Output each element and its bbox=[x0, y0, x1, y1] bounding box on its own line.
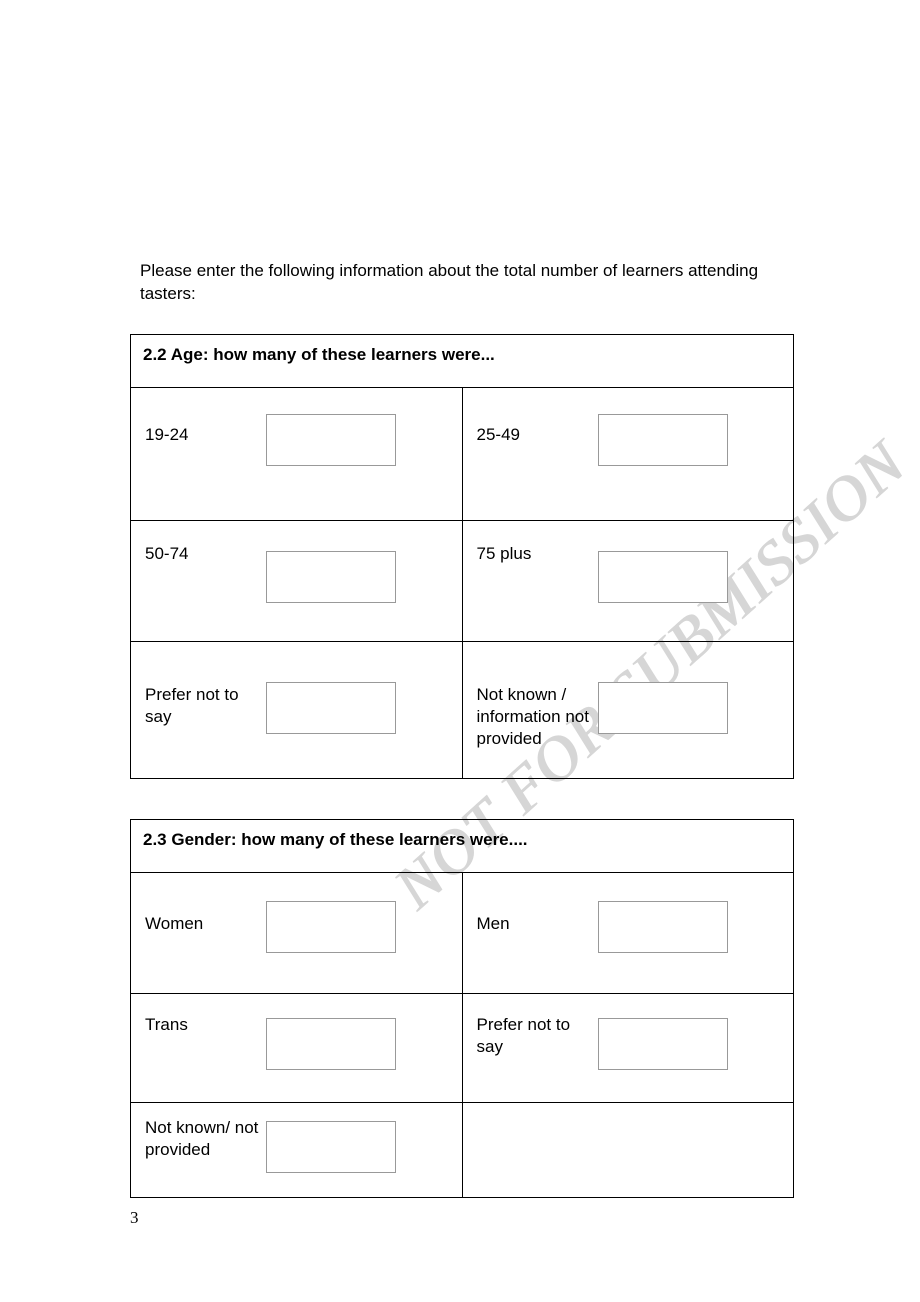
gender-women-label: Women bbox=[131, 873, 266, 949]
age-19-24-input[interactable] bbox=[266, 414, 396, 466]
gender-empty-cell bbox=[463, 1103, 794, 1197]
gender-not-known-input[interactable] bbox=[266, 1121, 396, 1173]
gender-trans-input[interactable] bbox=[266, 1018, 396, 1070]
age-25-49-input[interactable] bbox=[598, 414, 728, 466]
gender-prefer-not-input[interactable] bbox=[598, 1018, 728, 1070]
age-prefer-not-input[interactable] bbox=[266, 682, 396, 734]
age-not-known-input[interactable] bbox=[598, 682, 728, 734]
gender-women-input[interactable] bbox=[266, 901, 396, 953]
age-75-plus-label: 75 plus bbox=[463, 521, 598, 579]
age-50-74-input[interactable] bbox=[266, 551, 396, 603]
age-table: 2.2 Age: how many of these learners were… bbox=[130, 334, 794, 779]
page-content: Please enter the following information a… bbox=[130, 260, 800, 1238]
age-prefer-not-label: Prefer not to say bbox=[131, 642, 266, 742]
age-not-known-label: Not known / information not provided bbox=[463, 642, 598, 764]
gender-prefer-not-label: Prefer not to say bbox=[463, 994, 598, 1072]
gender-men-input[interactable] bbox=[598, 901, 728, 953]
age-50-74-label: 50-74 bbox=[131, 521, 266, 579]
gender-not-known-label: Not known/ not provided bbox=[131, 1103, 266, 1175]
page-number: 3 bbox=[130, 1208, 139, 1228]
gender-trans-label: Trans bbox=[131, 994, 266, 1050]
gender-table: 2.3 Gender: how many of these learners w… bbox=[130, 819, 794, 1198]
age-75-plus-input[interactable] bbox=[598, 551, 728, 603]
age-table-heading: 2.2 Age: how many of these learners were… bbox=[143, 345, 495, 364]
gender-men-label: Men bbox=[463, 873, 598, 949]
intro-paragraph: Please enter the following information a… bbox=[130, 260, 800, 306]
age-19-24-label: 19-24 bbox=[131, 388, 266, 460]
gender-table-heading: 2.3 Gender: how many of these learners w… bbox=[143, 830, 528, 849]
age-25-49-label: 25-49 bbox=[463, 388, 598, 460]
